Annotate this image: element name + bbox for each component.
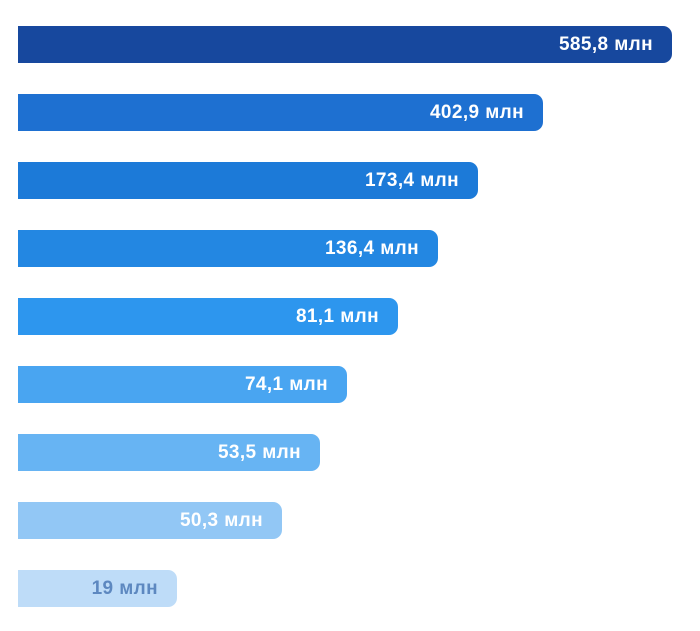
bar-value-label: 81,1 млн bbox=[295, 306, 379, 327]
bar-value-label: 53,5 млн bbox=[217, 442, 301, 463]
bar-value-label: 19 млн bbox=[91, 578, 158, 599]
bar-value-label: 173,4 млн bbox=[364, 170, 459, 191]
bar: 74,1 млн bbox=[18, 366, 347, 403]
bar-value-label: 136,4 млн bbox=[324, 238, 419, 259]
bar: 81,1 млн bbox=[18, 298, 398, 335]
bar: 585,8 млн bbox=[18, 26, 672, 63]
bar: 19 млн bbox=[18, 570, 177, 607]
bar-value-label: 74,1 млн bbox=[244, 374, 328, 395]
bar-value-label: 50,3 млн bbox=[179, 510, 263, 531]
bar: 50,3 млн bbox=[18, 502, 282, 539]
bar: 173,4 млн bbox=[18, 162, 478, 199]
bar: 402,9 млн bbox=[18, 94, 543, 131]
bar-value-label: 402,9 млн bbox=[429, 102, 524, 123]
bar: 136,4 млн bbox=[18, 230, 438, 267]
bar-chart-rows: 585,8 млн 402,9 млн 173,4 млн 136,4 млн … bbox=[18, 26, 672, 607]
bar: 53,5 млн bbox=[18, 434, 320, 471]
bar-value-label: 585,8 млн bbox=[558, 34, 653, 55]
